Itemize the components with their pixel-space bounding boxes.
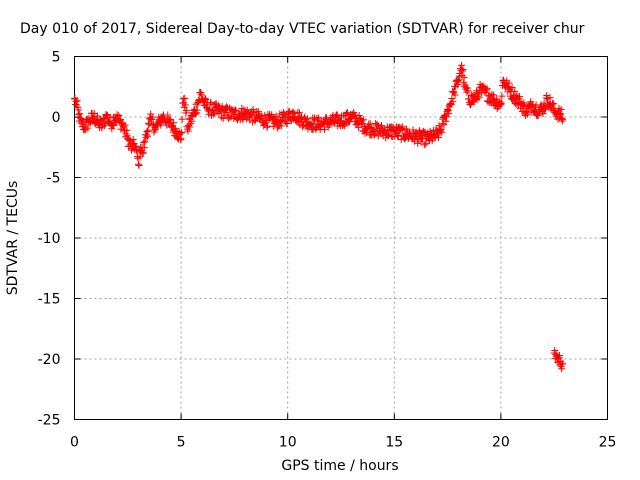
y-tick-label: -20 [38, 352, 61, 368]
x-tick-label: 0 [70, 435, 79, 451]
data-point [135, 161, 142, 168]
y-tick-label: 0 [52, 110, 61, 126]
y-tick-label: -10 [38, 231, 61, 247]
data-point [143, 128, 150, 135]
y-tick-label: -15 [38, 292, 61, 308]
x-axis-label: GPS time / hours [281, 458, 398, 474]
y-tick-label: 5 [52, 50, 61, 66]
chart: 0 5 10 15 20 25 -25 -20 -15 -10 -5 0 5 Day 010 of 20… [0, 0, 640, 480]
y-tick-label: -5 [47, 171, 61, 187]
data-point [147, 111, 154, 118]
y-axis-label: SDTVAR / TECUs [5, 181, 21, 296]
axis-ticks: 0 5 10 15 20 25 -25 -20 -15 -10 -5 0 5 [38, 50, 617, 451]
data-point [458, 62, 465, 69]
data-point [422, 140, 429, 147]
chart-title: Day 010 of 2017, Sidereal Day-to-day VTE… [20, 21, 585, 37]
x-tick-label: 25 [599, 435, 617, 451]
data-markers [71, 62, 566, 372]
series-sdtvar [71, 62, 566, 372]
data-point [135, 162, 142, 169]
y-tick-label: -25 [38, 413, 61, 429]
data-point [180, 95, 187, 102]
x-tick-label: 20 [492, 435, 510, 451]
data-point [421, 141, 428, 148]
x-tick-label: 10 [279, 435, 297, 451]
x-tick-label: 15 [385, 435, 403, 451]
data-point [76, 110, 83, 117]
x-tick-label: 5 [177, 435, 186, 451]
